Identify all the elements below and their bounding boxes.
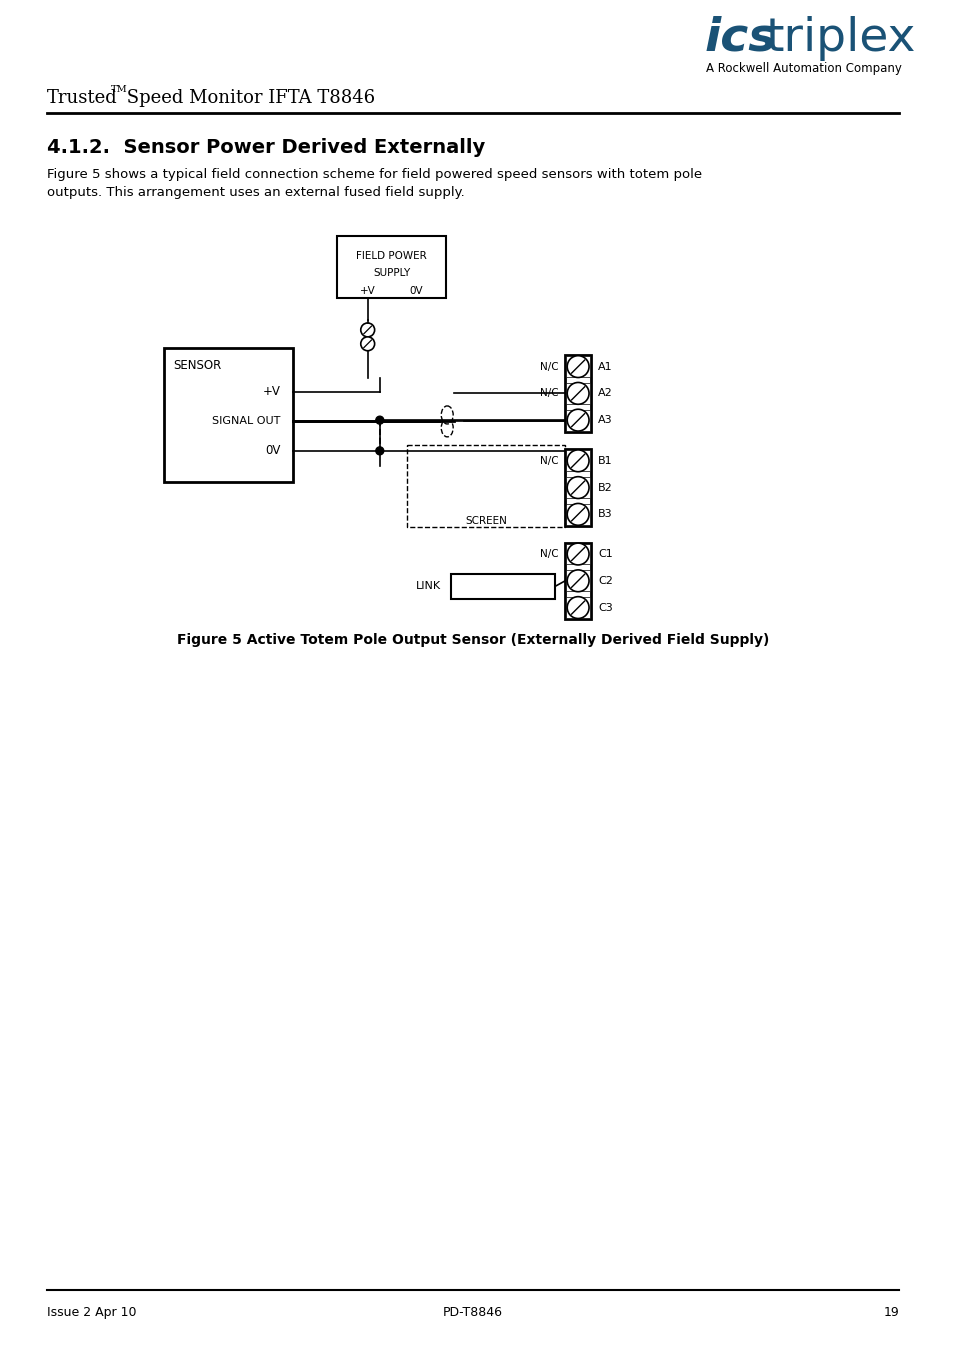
Text: C3: C3	[598, 603, 612, 612]
Bar	[566, 597, 589, 617]
Bar	[564, 543, 591, 619]
Text: C2: C2	[598, 576, 612, 586]
Circle shape	[567, 597, 588, 619]
Bar	[336, 235, 446, 299]
Text: B1: B1	[598, 455, 612, 466]
Bar	[566, 477, 589, 499]
Text: Figure 5 shows a typical field connection scheme for field powered speed sensors: Figure 5 shows a typical field connectio…	[47, 168, 701, 181]
Bar	[566, 570, 589, 592]
Bar	[566, 382, 589, 404]
Bar	[406, 444, 564, 527]
Circle shape	[360, 336, 375, 351]
Bar	[566, 543, 589, 565]
Bar	[451, 574, 555, 598]
Text: LINK: LINK	[416, 581, 441, 592]
Bar	[566, 409, 589, 431]
Text: N/C: N/C	[539, 362, 558, 372]
Bar	[566, 357, 589, 377]
Circle shape	[567, 450, 588, 471]
Text: SIGNAL OUT: SIGNAL OUT	[212, 416, 280, 427]
Ellipse shape	[441, 405, 453, 424]
Text: ics: ics	[703, 16, 776, 61]
Text: C1: C1	[598, 549, 612, 559]
Text: N/C: N/C	[539, 549, 558, 559]
Circle shape	[375, 447, 383, 455]
Text: B2: B2	[598, 482, 612, 493]
Text: +V: +V	[262, 385, 280, 399]
Text: Speed Monitor IFTA T8846: Speed Monitor IFTA T8846	[121, 89, 375, 107]
Text: 0V: 0V	[409, 286, 422, 296]
Ellipse shape	[441, 419, 453, 436]
Circle shape	[567, 504, 588, 526]
Text: B3: B3	[598, 509, 612, 519]
Text: A Rockwell Automation Company: A Rockwell Automation Company	[705, 62, 901, 74]
Text: A2: A2	[598, 388, 612, 399]
Text: PD-T8846: PD-T8846	[442, 1306, 502, 1319]
Text: A3: A3	[598, 415, 612, 426]
Circle shape	[360, 323, 375, 336]
Text: N/C: N/C	[539, 455, 558, 466]
Text: SENSOR: SENSOR	[173, 359, 221, 372]
Circle shape	[567, 543, 588, 565]
Text: FIELD POWER: FIELD POWER	[356, 251, 427, 261]
Text: 4.1.2.  Sensor Power Derived Externally: 4.1.2. Sensor Power Derived Externally	[47, 138, 484, 157]
Bar	[164, 347, 293, 482]
Circle shape	[567, 382, 588, 404]
Circle shape	[567, 355, 588, 377]
Text: N/C: N/C	[539, 388, 558, 399]
Text: Trusted: Trusted	[47, 89, 117, 107]
Bar	[566, 450, 589, 471]
Circle shape	[567, 409, 588, 431]
Text: 19: 19	[882, 1306, 899, 1319]
Bar	[566, 504, 589, 524]
Text: Figure 5 Active Totem Pole Output Sensor (Externally Derived Field Supply): Figure 5 Active Totem Pole Output Sensor…	[176, 634, 768, 647]
Text: SCREEN: SCREEN	[464, 516, 506, 527]
Text: triplex: triplex	[764, 16, 915, 61]
Text: 0V: 0V	[265, 444, 280, 458]
Circle shape	[567, 570, 588, 592]
Text: +V: +V	[359, 286, 375, 296]
Text: Issue 2 Apr 10: Issue 2 Apr 10	[47, 1306, 136, 1319]
Text: TM: TM	[111, 85, 128, 95]
Circle shape	[567, 477, 588, 499]
Text: SUPPLY: SUPPLY	[373, 269, 410, 278]
Text: outputs. This arrangement uses an external fused field supply.: outputs. This arrangement uses an extern…	[47, 185, 464, 199]
Bar	[564, 450, 591, 526]
Bar	[564, 355, 591, 431]
Circle shape	[375, 416, 383, 424]
Text: A1: A1	[598, 362, 612, 372]
